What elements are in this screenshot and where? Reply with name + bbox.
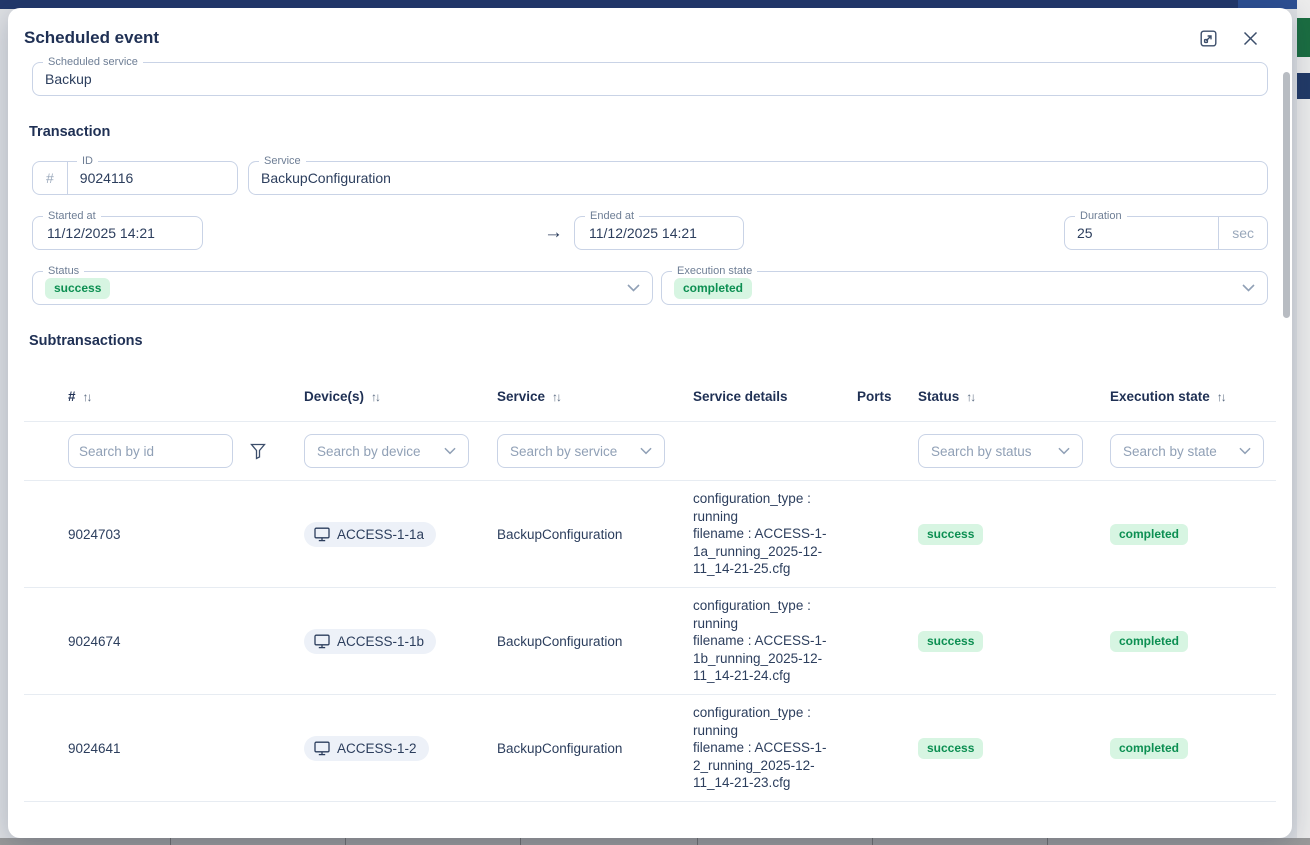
service-details: configuration_type : running filename : A… (693, 491, 827, 577)
sec-suffix: sec (1218, 217, 1267, 249)
chevron-down-icon (1239, 447, 1251, 455)
ended-at-value: 11/12/2025 14:21 (589, 225, 697, 241)
search-id-input[interactable] (68, 434, 233, 468)
search-device-select[interactable]: Search by device (304, 434, 469, 468)
scheduled-service-field[interactable]: Scheduled service Backup (32, 56, 1268, 96)
table-filter-row: Search by device Search by service Searc… (24, 421, 1276, 480)
subtransaction-service: BackupConfiguration (497, 526, 623, 542)
chevron-down-icon (1242, 284, 1255, 292)
hash-prefix: # (33, 162, 68, 194)
service-details: configuration_type : running filename : A… (693, 705, 827, 791)
execution-state-select[interactable]: Execution state completed (661, 265, 1268, 305)
table-row[interactable]: 9024674 ACCESS-1-1b BackupConfiguration … (24, 587, 1276, 694)
table-body: 9024703 ACCESS-1-1a BackupConfiguration … (24, 480, 1276, 838)
background-page-right-strip (1297, 0, 1310, 845)
execution-state-badge: completed (674, 277, 753, 299)
started-at-field[interactable]: Started at 11/12/2025 14:21 (32, 210, 203, 250)
background-green-block (1297, 18, 1310, 57)
background-page-topbar (0, 0, 1310, 9)
background-navy-block (1297, 73, 1310, 99)
status-badge: success (918, 523, 984, 545)
sort-icon[interactable]: ↑↓ (1216, 389, 1227, 404)
sort-icon[interactable]: ↑↓ (371, 389, 381, 404)
monitor-icon (314, 634, 330, 648)
column-header-service[interactable]: Service ↑↓ (497, 389, 562, 404)
device-chip-label: ACCESS-1-2 (337, 740, 417, 756)
search-service-select[interactable]: Search by service (497, 434, 665, 468)
duration-label: Duration (1075, 210, 1127, 223)
scheduled-service-label: Scheduled service (43, 56, 143, 69)
subtransaction-service: BackupConfiguration (497, 633, 623, 649)
duration-value: 25 (1077, 225, 1093, 241)
chevron-down-icon (444, 447, 456, 455)
device-chip-label: ACCESS-1-1b (337, 633, 425, 649)
search-state-select[interactable]: Search by state (1110, 434, 1264, 468)
service-value: BackupConfiguration (261, 170, 391, 186)
monitor-icon (314, 527, 330, 541)
subtransaction-service: BackupConfiguration (497, 740, 623, 756)
search-status-select[interactable]: Search by status (918, 434, 1083, 468)
execution-state-badge: completed (1110, 737, 1189, 759)
sort-icon[interactable]: ↑↓ (552, 389, 562, 404)
open-in-full-icon[interactable] (1198, 28, 1218, 48)
subtransaction-id: 9024703 (68, 526, 121, 542)
table-row[interactable]: configuration_type : running (24, 801, 1276, 838)
chevron-down-icon (640, 447, 652, 455)
table-row[interactable]: 9024703 ACCESS-1-1a BackupConfiguration … (24, 480, 1276, 587)
id-label: ID (77, 155, 98, 168)
ended-at-label: Ended at (585, 210, 640, 223)
chevron-down-icon (1058, 447, 1070, 455)
transaction-service-field[interactable]: Service BackupConfiguration (248, 155, 1268, 195)
scheduled-service-value: Backup (45, 71, 92, 87)
scrollbar-thumb[interactable] (1283, 72, 1290, 318)
chevron-down-icon (627, 284, 640, 292)
execution-state-badge: completed (1110, 630, 1189, 652)
duration-field[interactable]: Duration 25 sec (1064, 210, 1268, 250)
modal-scrollbar[interactable] (1283, 64, 1290, 824)
subtransactions-table: # ↑↓ Device(s) ↑↓ Service ↑↓ Service detail… (24, 365, 1276, 838)
device-chip[interactable]: ACCESS-1-2 (304, 735, 429, 761)
status-select[interactable]: Status success (32, 265, 653, 305)
background-topbar-button (1238, 0, 1300, 9)
subtransaction-id: 9024641 (68, 740, 121, 756)
subtransactions-heading: Subtransactions (29, 333, 143, 349)
table-row[interactable]: 9024641 ACCESS-1-2 BackupConfiguration c… (24, 694, 1276, 801)
filter-funnel-icon[interactable] (250, 443, 266, 460)
status-badge: success (45, 277, 111, 299)
execution-state-badge: completed (1110, 523, 1189, 545)
scheduled-event-modal: Scheduled event Scheduled service Backup… (8, 8, 1292, 838)
column-header-status[interactable]: Status ↑↓ (918, 389, 976, 404)
id-value: 9024116 (79, 170, 134, 186)
background-page-bottom-row (0, 838, 1310, 845)
device-chip-label: ACCESS-1-1a (337, 526, 425, 542)
monitor-icon (314, 741, 330, 755)
status-badge: success (918, 737, 984, 759)
device-chip[interactable]: ACCESS-1-1b (304, 628, 437, 654)
column-header-ports: Ports (857, 389, 892, 404)
column-header-service-details: Service details (693, 389, 788, 404)
subtransaction-id: 9024674 (68, 633, 121, 649)
service-label: Service (259, 155, 306, 168)
started-at-value: 11/12/2025 14:21 (47, 225, 155, 241)
execution-state-label: Execution state (672, 265, 758, 278)
modal-header: Scheduled event (8, 8, 1292, 48)
table-header-row: # ↑↓ Device(s) ↑↓ Service ↑↓ Service detail… (24, 365, 1276, 421)
arrow-right-icon: → (544, 222, 563, 243)
column-header-devices[interactable]: Device(s) ↑↓ (304, 389, 381, 404)
page-title: Scheduled event (24, 28, 160, 47)
sort-icon[interactable]: ↑↓ (966, 389, 976, 404)
sort-icon[interactable]: ↑↓ (82, 389, 93, 404)
close-icon[interactable] (1240, 28, 1260, 48)
service-details: configuration_type : running (693, 829, 857, 839)
column-header-execution-state[interactable]: Execution state ↑↓ (1110, 389, 1227, 404)
device-chip[interactable]: ACCESS-1-1a (304, 521, 437, 547)
ended-at-field[interactable]: Ended at 11/12/2025 14:21 (574, 210, 744, 250)
started-at-label: Started at (43, 210, 101, 223)
column-header-id[interactable]: # ↑↓ (68, 389, 93, 404)
service-details: configuration_type : running filename : A… (693, 598, 827, 684)
status-label: Status (43, 265, 85, 278)
status-badge: success (918, 630, 984, 652)
transaction-heading: Transaction (29, 124, 111, 140)
transaction-id-field[interactable]: # ID 9024116 (32, 155, 238, 195)
